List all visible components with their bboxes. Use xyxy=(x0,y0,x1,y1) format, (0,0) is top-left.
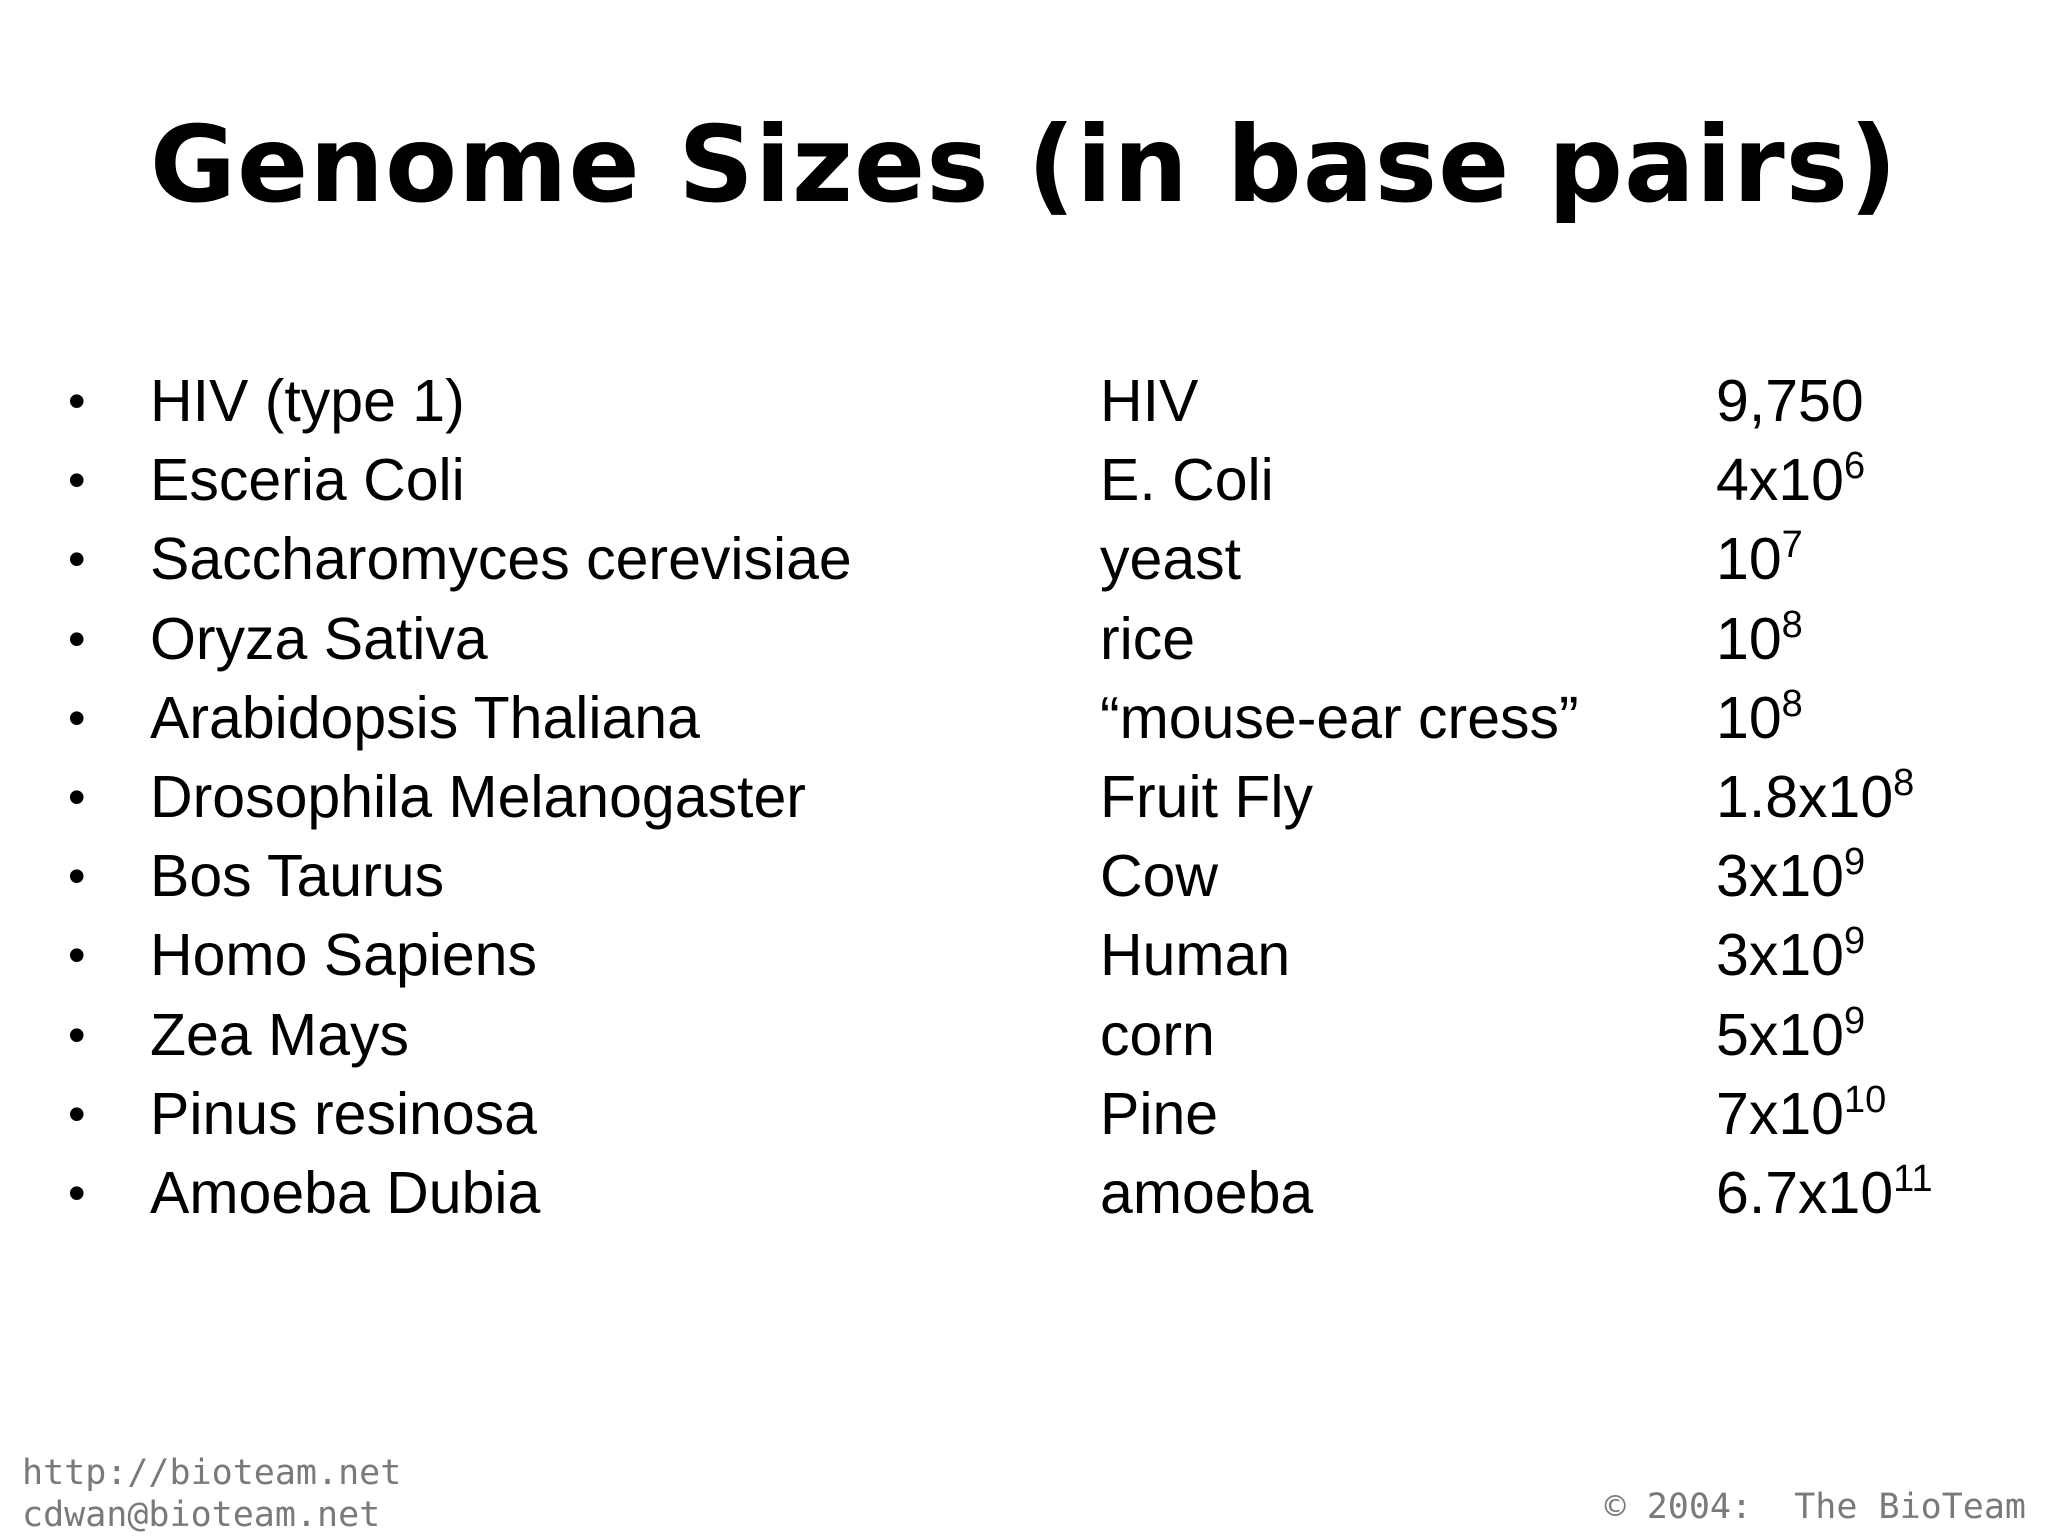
footer-copyright: © 2004: The BioTeam xyxy=(1604,1487,2026,1527)
size-exponent: 11 xyxy=(1893,1157,1933,1200)
list-item: • Esceria Coli E. Coli 4x106 xyxy=(0,441,2048,520)
bullet-icon: • xyxy=(68,927,86,984)
list-item: • HIV (type 1) HIV 9,750 xyxy=(0,362,2048,441)
genome-size: 108 xyxy=(1716,600,1803,687)
common-name: yeast xyxy=(1100,526,1242,593)
list-item: • Zea Mays corn 5x109 xyxy=(0,996,2048,1075)
size-exponent: 9 xyxy=(1843,920,1866,963)
scientific-name: HIV (type 1) xyxy=(150,368,465,434)
genome-size: 1.8x108 xyxy=(1716,758,1914,845)
size-exponent: 9 xyxy=(1843,841,1866,884)
common-name: Pine xyxy=(1100,1080,1219,1147)
common-name: Cow xyxy=(1100,843,1219,910)
bullet-icon: • xyxy=(68,531,86,588)
size-exponent: 6 xyxy=(1843,445,1866,488)
common-name: rice xyxy=(1100,605,1196,672)
list-item: • Bos Taurus Cow 3x109 xyxy=(0,837,2048,916)
scientific-name: Bos Taurus xyxy=(150,843,445,910)
scientific-name: Saccharomyces cerevisiae xyxy=(150,526,852,593)
list-item: • Homo Sapiens Human 3x109 xyxy=(0,916,2048,995)
footer-email: cdwan@bioteam.net xyxy=(22,1495,381,1535)
bullet-icon: • xyxy=(68,610,86,667)
list-item: • Arabidopsis Thaliana “mouse-ear cress”… xyxy=(0,679,2048,758)
footer-contact: http://bioteam.net cdwan@bioteam.net xyxy=(22,1452,401,1536)
genome-size: 7x1010 xyxy=(1716,1075,1886,1162)
size-base: 10 xyxy=(1716,605,1782,672)
footer-url: http://bioteam.net xyxy=(22,1453,402,1493)
size-exponent: 8 xyxy=(1893,761,1915,804)
scientific-name: Amoeba Dubia xyxy=(150,1159,541,1226)
bullet-icon: • xyxy=(68,1164,86,1221)
bullet-icon: • xyxy=(68,1085,86,1142)
bullet-icon: • xyxy=(68,689,86,746)
size-exponent: 7 xyxy=(1781,524,1803,567)
common-name: amoeba xyxy=(1100,1159,1314,1226)
size-base: 10 xyxy=(1716,684,1782,751)
bullet-icon: • xyxy=(68,1006,86,1063)
scientific-name: Zea Mays xyxy=(150,1001,410,1068)
common-name: corn xyxy=(1100,1001,1215,1068)
genome-size: 3x109 xyxy=(1716,837,1865,924)
genome-size: 108 xyxy=(1716,679,1803,766)
list-item: • Saccharomyces cerevisiae yeast 107 xyxy=(0,520,2048,599)
scientific-name: Pinus resinosa xyxy=(150,1080,537,1147)
genome-size: 3x109 xyxy=(1716,916,1865,1003)
scientific-name: Oryza Sativa xyxy=(150,605,488,672)
scientific-name: Esceria Coli xyxy=(150,447,465,514)
size-exponent: 8 xyxy=(1781,603,1803,646)
genome-size: 9,750 xyxy=(1716,362,1864,449)
genome-size: 4x106 xyxy=(1716,441,1865,528)
size-exponent: 10 xyxy=(1843,1078,1887,1121)
bullet-icon: • xyxy=(68,373,86,429)
scientific-name: Drosophila Melanogaster xyxy=(150,763,806,830)
common-name: HIV xyxy=(1100,368,1199,434)
list-item: • Oryza Sativa rice 108 xyxy=(0,600,2048,679)
size-base: 9,750 xyxy=(1716,368,1864,434)
size-base: 7x10 xyxy=(1716,1080,1844,1147)
common-name: E. Coli xyxy=(1100,447,1274,514)
scientific-name: Homo Sapiens xyxy=(150,922,537,989)
list-item: • Drosophila Melanogaster Fruit Fly 1.8x… xyxy=(0,758,2048,837)
bullet-icon: • xyxy=(68,848,86,905)
size-base: 6.7x10 xyxy=(1716,1159,1894,1226)
genome-size: 107 xyxy=(1716,520,1803,607)
bullet-icon: • xyxy=(68,452,86,509)
common-name: “mouse-ear cress” xyxy=(1100,684,1579,751)
size-base: 3x10 xyxy=(1716,922,1844,989)
size-exponent: 8 xyxy=(1781,682,1803,725)
size-base: 10 xyxy=(1716,526,1782,593)
size-base: 1.8x10 xyxy=(1716,763,1894,830)
list-item: • Pinus resinosa Pine 7x1010 xyxy=(0,1075,2048,1154)
size-base: 4x10 xyxy=(1716,447,1844,514)
genome-size-list: • HIV (type 1) HIV 9,750 • Esceria Coli … xyxy=(0,362,2048,1233)
size-base: 5x10 xyxy=(1716,1001,1844,1068)
size-base: 3x10 xyxy=(1716,843,1844,910)
size-exponent: 9 xyxy=(1843,999,1866,1042)
bullet-icon: • xyxy=(68,768,86,825)
list-item: • Amoeba Dubia amoeba 6.7x1011 xyxy=(0,1154,2048,1233)
scientific-name: Arabidopsis Thaliana xyxy=(150,684,700,751)
genome-size: 6.7x1011 xyxy=(1716,1154,1933,1241)
common-name: Fruit Fly xyxy=(1100,763,1314,830)
slide-title: Genome Sizes (in base pairs) xyxy=(149,104,1899,226)
genome-size: 5x109 xyxy=(1716,996,1865,1083)
common-name: Human xyxy=(1100,922,1291,989)
